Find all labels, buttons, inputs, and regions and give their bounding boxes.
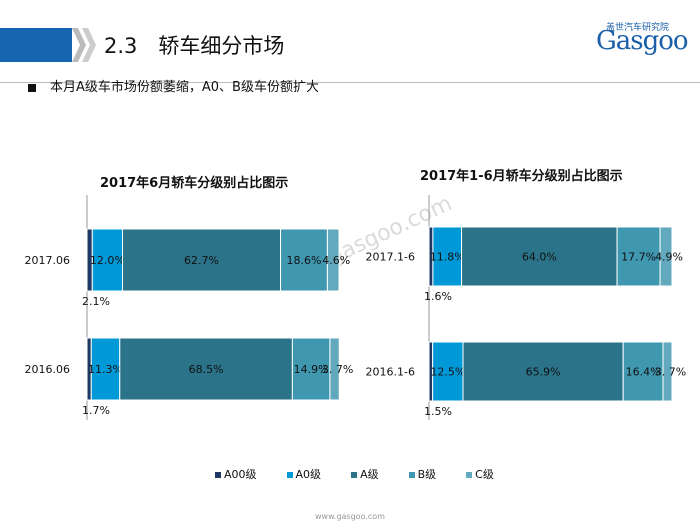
bar-segment — [326, 228, 340, 292]
category-label: 2016.1-6 — [366, 366, 415, 379]
logo-en: Gasgoo — [596, 26, 689, 56]
logo-cn: 盖世汽车研究院 — [606, 23, 670, 33]
footer: www.gasgoo.com — [315, 512, 385, 521]
bar-segment — [432, 341, 464, 402]
data-label: 18.6% — [286, 254, 321, 267]
legend-item: B级 — [408, 466, 437, 482]
data-label: 12.0% — [90, 254, 125, 267]
bar-segment — [122, 228, 282, 292]
data-label: 62.7% — [184, 254, 219, 267]
data-label: 3. 7% — [322, 363, 353, 376]
category-label: 2017.1-6 — [366, 251, 415, 264]
data-label: 11.3% — [88, 363, 123, 376]
data-label: 1.5% — [424, 405, 452, 418]
data-label: 11.8% — [430, 251, 465, 264]
bar-segment — [662, 341, 673, 402]
bar-segment — [329, 337, 340, 401]
legend-swatch — [215, 472, 221, 478]
chart1-title: 2017年6月轿车分级别占比图示 — [100, 176, 289, 191]
data-label: 3. 7% — [655, 366, 686, 379]
bullet-text: 本月A级车市场份额萎缩，A0、B级车份额扩大 — [28, 76, 319, 95]
data-label: 17.7% — [621, 251, 656, 264]
bar-segment — [659, 226, 673, 287]
page-title: 2.3 轿车细分市场 — [104, 34, 285, 58]
legend-label: A0级 — [295, 468, 322, 481]
legend-label: A00级 — [224, 468, 257, 481]
legend-label: A级 — [360, 468, 379, 481]
category-label: 2017.06 — [25, 254, 71, 267]
data-label: 14.9% — [294, 363, 329, 376]
bar-segment — [280, 228, 328, 292]
bar-segment — [461, 226, 618, 287]
bar-segment — [90, 337, 121, 401]
data-label: 1.6% — [424, 290, 452, 303]
bar-segment — [462, 341, 624, 402]
data-label: 4.6% — [322, 254, 350, 267]
legend-swatch — [466, 472, 473, 478]
data-label: 1.7% — [82, 404, 110, 417]
legend-item: C级 — [466, 466, 494, 482]
data-label: 68.5% — [189, 363, 224, 376]
header-band — [0, 28, 72, 62]
divider — [0, 82, 700, 83]
legend-swatch — [351, 472, 358, 478]
legend-swatch — [286, 472, 293, 478]
legend: A00级 A0级 A级 B级 C级 — [215, 466, 494, 482]
data-label: 2.1% — [82, 295, 110, 308]
chevron-icon — [72, 28, 96, 62]
data-label: 12.5% — [430, 366, 465, 379]
data-label: 4.9% — [655, 251, 683, 264]
bullet-label: 本月A级车市场份额萎缩，A0、B级车份额扩大 — [50, 80, 319, 95]
data-label: 65.9% — [526, 366, 561, 379]
legend-item: A级 — [351, 466, 379, 482]
data-label: 16.4% — [626, 366, 661, 379]
bar-segment — [291, 337, 331, 401]
legend-item: A00级 — [215, 466, 257, 482]
chart2-title: 2017年1-6月轿车分级别占比图示 — [420, 169, 623, 184]
legend-item: A0级 — [286, 466, 322, 482]
bar-segment — [616, 226, 661, 287]
bar-segment — [119, 337, 293, 401]
legend-label: C级 — [475, 468, 494, 481]
data-label: 64.0% — [522, 251, 557, 264]
legend-swatch — [408, 472, 415, 478]
legend-label: B级 — [417, 468, 437, 481]
category-label: 2016.06 — [25, 363, 71, 376]
bar-segment — [432, 226, 463, 287]
